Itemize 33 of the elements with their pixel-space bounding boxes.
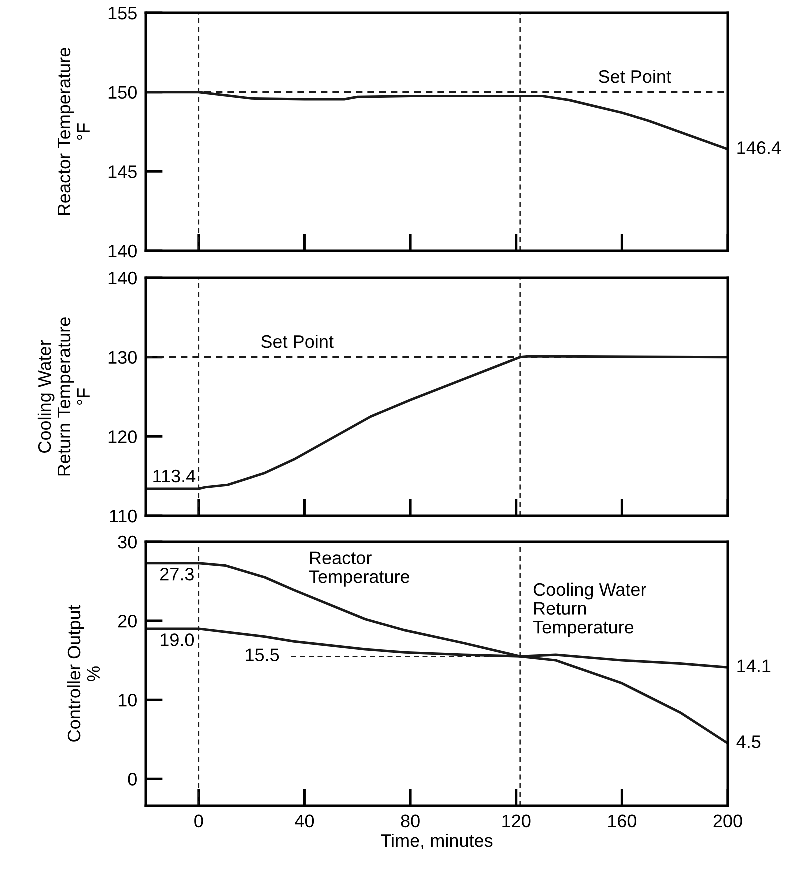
y-axis-title: Cooling Water Return Temperature °F — [38, 318, 90, 476]
y-tick-label: 110 — [110, 510, 137, 523]
y-tick-label: 10 — [118, 694, 137, 707]
x-axis-title: Time, minutes — [381, 834, 493, 850]
y-tick-label: 150 — [108, 86, 137, 100]
y-tick-label: 20 — [118, 614, 137, 628]
y-tick-label: 130 — [108, 351, 137, 364]
y-axis-title: Controller Output % — [67, 605, 100, 742]
y-tick-label: 140 — [108, 244, 137, 258]
series-label: Reactor Temperature — [309, 552, 410, 587]
y-tick-label: 30 — [118, 536, 137, 549]
y-tick-label: 140 — [108, 272, 137, 285]
data-label: 19.0 — [160, 634, 194, 646]
data-label: 146.4 — [738, 142, 781, 154]
y-tick-label: 120 — [108, 430, 137, 444]
y-tick-label: 0 — [128, 773, 137, 786]
ref-line-label: Set Point — [599, 70, 672, 84]
data-label: 113.4 — [154, 470, 196, 483]
x-tick-label: 80 — [401, 814, 420, 828]
data-label: 14.1 — [738, 660, 771, 672]
data-label: 4.5 — [736, 736, 761, 748]
x-tick-label: 120 — [502, 814, 531, 828]
x-tick-label: 40 — [295, 814, 314, 828]
ref-line-label: 15.5 — [246, 648, 280, 662]
data-label: 27.3 — [160, 568, 194, 581]
y-tick-label: 145 — [108, 166, 137, 178]
y-tick-label: 155 — [108, 7, 137, 20]
ref-line-label: Set Point — [262, 334, 334, 348]
x-tick-label: 0 — [194, 814, 204, 828]
x-tick-label: 200 — [714, 814, 742, 828]
y-axis-title: Reactor Temperature °F — [58, 48, 90, 216]
x-tick-label: 160 — [608, 814, 637, 828]
series-label: Cooling Water Return Temperature — [533, 582, 646, 638]
